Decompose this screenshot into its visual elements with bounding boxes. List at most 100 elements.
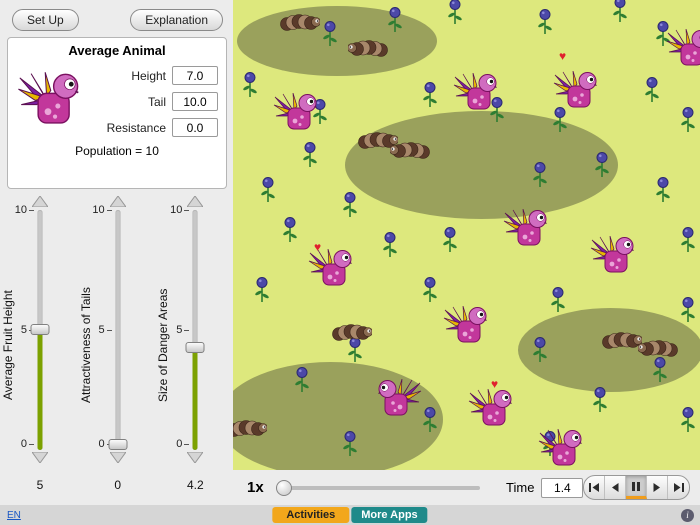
purple-creature <box>590 235 634 274</box>
footer-bar: EN Activities More Apps i <box>0 505 700 525</box>
fruit-height-slider-thumb[interactable] <box>30 323 50 335</box>
population-readout: Population = 10 <box>75 144 159 158</box>
resistance-label: Resistance <box>106 120 166 135</box>
fruit-height-decrement-arrow-icon[interactable] <box>31 451 49 464</box>
activities-button[interactable]: Activities <box>272 507 350 523</box>
speed-slider-thumb[interactable] <box>275 479 292 496</box>
purple-creature <box>453 72 497 111</box>
tick-label: 0 <box>98 438 105 450</box>
tail-attractiveness-decrement-arrow-icon[interactable] <box>108 451 127 464</box>
simulation-area: ♥ ♥ ♥ <box>233 0 700 470</box>
brown-creature <box>280 9 321 35</box>
time-value: 1.4 <box>541 477 584 498</box>
fruit-plant <box>388 6 402 34</box>
more-apps-button[interactable]: More Apps <box>351 507 428 523</box>
fruit-height-slider-label: Average Fruit Height <box>1 290 15 400</box>
average-animal-image <box>14 60 82 137</box>
resistance-row: Resistance 0.0 <box>82 118 218 137</box>
brown-creature <box>347 35 388 61</box>
time-label: Time <box>506 480 535 495</box>
average-animal-title: Average Animal <box>68 43 166 58</box>
fruit-plant <box>645 76 659 104</box>
fruit-plant <box>613 0 627 24</box>
tick-label: 5 <box>20 324 27 336</box>
brown-creature <box>233 415 268 441</box>
fruit-plant <box>255 276 269 304</box>
purple-creature <box>666 28 700 67</box>
resistance-value: 0.0 <box>172 118 218 137</box>
tail-attractiveness-increment-arrow-icon[interactable] <box>108 195 127 208</box>
danger-area-size-slider-group: Size of Danger Areas 10 5 0 4.2 <box>155 194 233 502</box>
step-back-button[interactable] <box>605 476 627 499</box>
tick-label: 5 <box>176 324 183 336</box>
height-label: Height <box>131 68 166 83</box>
pause-icon <box>632 481 641 491</box>
fruit-plant <box>656 20 670 48</box>
explanation-button[interactable]: Explanation <box>130 9 223 31</box>
tail-attractiveness-slider-thumb[interactable] <box>108 439 128 450</box>
tail-label: Tail <box>147 94 166 109</box>
fruit-plant <box>243 71 257 99</box>
purple-creature <box>378 378 422 417</box>
setup-button[interactable]: Set Up <box>12 9 79 31</box>
danger-area-size-increment-arrow-icon[interactable] <box>186 195 205 208</box>
step-forward-button[interactable] <box>647 476 669 499</box>
tail-row: Tail 10.0 <box>82 92 218 111</box>
fruit-plant <box>681 226 695 254</box>
average-animal-panel: Average Animal Height 7.0 Tail 10.0 <box>7 37 227 189</box>
heart-icon: ♥ <box>559 49 567 63</box>
playback-button-group <box>583 475 690 500</box>
danger-area-size-decrement-arrow-icon[interactable] <box>186 451 205 464</box>
slider-panel: Average Fruit Height 10 5 0 5 Attractive… <box>0 194 233 502</box>
purple-creature <box>553 70 597 109</box>
purple-creature <box>538 428 582 467</box>
heart-icon: ♥ <box>491 377 499 391</box>
tail-attractiveness-slider-track[interactable] <box>115 210 121 450</box>
fruit-plant <box>656 176 670 204</box>
danger-area-size-slider-track[interactable] <box>192 210 198 450</box>
fruit-plant <box>423 81 437 109</box>
fruit-plant <box>295 366 309 394</box>
fruit-plant <box>593 386 607 414</box>
tick-label: 10 <box>170 204 183 216</box>
tick-label: 5 <box>98 324 105 336</box>
pause-button[interactable] <box>626 476 648 499</box>
height-value: 7.0 <box>172 66 218 85</box>
skip-to-end-button[interactable] <box>668 476 689 499</box>
purple-creature <box>443 305 487 344</box>
tick-label: 10 <box>92 204 105 216</box>
danger-area-size-slider-thumb[interactable] <box>185 341 205 353</box>
fruit-plant <box>343 191 357 219</box>
fruit-plant <box>443 226 457 254</box>
fruit-plant <box>533 161 547 189</box>
info-icon[interactable]: i <box>681 508 694 522</box>
danger-area <box>237 6 437 76</box>
tail-value: 10.0 <box>172 92 218 111</box>
fruit-plant <box>343 430 357 458</box>
brown-creature <box>637 335 678 361</box>
fruit-plant <box>303 141 317 169</box>
fruit-plant <box>681 406 695 434</box>
brown-creature <box>602 327 643 353</box>
fruit-plant <box>448 0 462 26</box>
heart-icon: ♥ <box>314 240 322 254</box>
tick-label: 0 <box>20 438 27 450</box>
skip-to-start-button[interactable] <box>584 476 606 499</box>
language-link[interactable]: EN <box>7 509 21 521</box>
fruit-plant <box>653 356 667 384</box>
fruit-plant <box>553 106 567 134</box>
danger-area <box>345 111 618 219</box>
skip-to-end-icon <box>673 483 684 492</box>
speed-label: 1x <box>247 479 264 496</box>
top-button-row: Set Up Explanation <box>0 0 233 31</box>
purple-creature <box>273 92 317 131</box>
fruit-height-slider-value: 5 <box>36 478 44 492</box>
tail-attractiveness-slider-label: Attractiveness of Tails <box>78 287 93 403</box>
speed-slider-track[interactable] <box>275 479 481 496</box>
brown-creature <box>389 137 430 163</box>
purple-creature <box>503 208 547 247</box>
left-panel: Set Up Explanation Average Animal Height… <box>0 0 233 505</box>
fruit-plant <box>323 20 337 48</box>
fruit-height-increment-arrow-icon[interactable] <box>31 195 49 208</box>
fruit-plant <box>490 96 504 124</box>
